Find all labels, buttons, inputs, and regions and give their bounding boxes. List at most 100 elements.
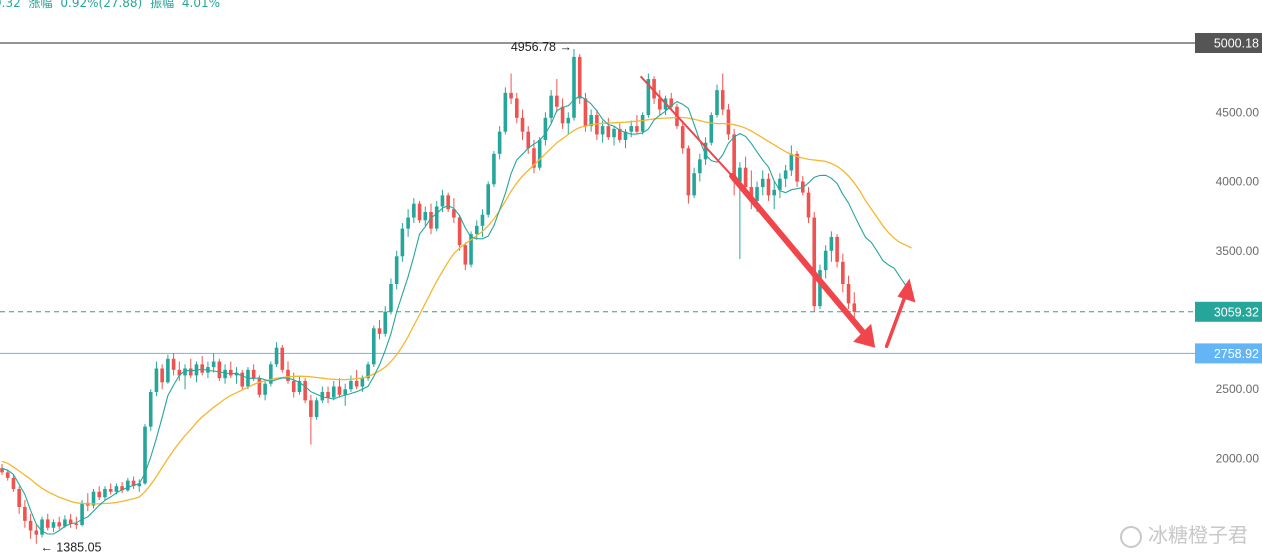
candle-body: [286, 369, 290, 381]
candle-body: [692, 173, 696, 196]
candle-body: [686, 148, 691, 196]
author-logo-icon: [1120, 525, 1142, 548]
price-axis[interactable]: 4500.00 4000.00 3500.00 2500.00 2000.00 5000.…: [1195, 0, 1262, 556]
candle-body: [612, 128, 616, 138]
candle-body: [429, 211, 433, 229]
candle-body: [537, 139, 542, 168]
candle-body: [400, 228, 405, 257]
y-tick-label: 2000.00: [1216, 451, 1260, 465]
candle-body: [360, 378, 365, 387]
amplitude-value: 4.01%: [181, 0, 221, 10]
candle-body: [709, 115, 714, 143]
candle-body: [423, 211, 428, 221]
candle-body: [726, 109, 731, 135]
candle-body: [595, 115, 599, 135]
candle-body: [103, 488, 107, 498]
top-level-label: 5000.18: [1214, 37, 1259, 51]
candle-body: [148, 392, 153, 427]
candle-body: [480, 214, 485, 226]
candle-body: [560, 106, 565, 124]
candle-body: [846, 283, 851, 304]
candle-body: [766, 178, 771, 196]
candle-body: [331, 386, 336, 398]
candle-body: [80, 502, 84, 525]
support-level-label: 2758.92: [1214, 347, 1259, 361]
candle-body: [452, 209, 456, 218]
candle-body: [320, 392, 325, 401]
candle-body: [789, 153, 794, 171]
candle-body: [583, 98, 588, 127]
candle-body: [572, 56, 576, 118]
candle-body: [5, 472, 10, 478]
candle-body: [23, 506, 27, 521]
candle-body: [394, 256, 399, 284]
candle-body: [211, 361, 216, 368]
candle-body: [555, 95, 559, 107]
amplitude-label: 振幅: [150, 0, 175, 10]
candle-body: [606, 126, 611, 138]
candle-body: [366, 364, 370, 379]
candle-body: [652, 79, 656, 99]
candle-body: [11, 477, 16, 489]
moving-averages: [1, 95, 912, 535]
candle-body: [526, 131, 531, 149]
candle-body: [274, 347, 279, 365]
candle-body: [40, 519, 44, 535]
candle-body: [223, 369, 227, 379]
candle-body: [269, 364, 273, 384]
candle-body: [760, 178, 765, 188]
candle-body: [795, 153, 799, 182]
y-tick-label: 4500.00: [1216, 105, 1260, 119]
candle-body: [154, 368, 159, 393]
price-levels: [0, 42, 1195, 354]
candle-body: [309, 400, 313, 417]
candle-body: [303, 380, 307, 401]
candle-body: [383, 311, 388, 334]
candle-body: [57, 522, 61, 527]
candle-body: [829, 236, 834, 251]
candle-body: [457, 217, 462, 246]
candle-body: [349, 380, 353, 390]
current-price-label: 3059.32: [1214, 305, 1259, 319]
candle-body: [640, 115, 645, 132]
candle-body: [617, 128, 622, 140]
candle-body: [126, 480, 130, 491]
candle-body: [206, 367, 210, 373]
candle-body: [732, 134, 736, 182]
candle-body: [818, 270, 822, 307]
change-label: 涨幅: [28, 0, 53, 10]
candle-body: [63, 519, 67, 527]
candle-body: [543, 117, 548, 140]
candle-body: [635, 126, 639, 132]
candle-body: [137, 483, 142, 487]
candle-body: [337, 386, 342, 395]
y-tick-label: 2500.00: [1216, 382, 1260, 396]
candle-body: [812, 217, 817, 307]
high-marker: 4956.78 →: [511, 40, 572, 54]
candle-body: [669, 98, 674, 107]
candle-body: [549, 95, 553, 118]
axis-background: [1195, 0, 1262, 556]
annotations: 4956.78 → ← 1385.05: [40, 40, 572, 555]
up-arrow-head: [897, 278, 916, 303]
candle-body: [440, 195, 445, 207]
candle-body: [74, 523, 79, 525]
candle-body: [463, 245, 468, 265]
watermark: 冰糖橙子君: [1120, 519, 1248, 548]
up-arrow: [884, 290, 909, 349]
candle-body: [623, 131, 628, 140]
candle-body: [698, 159, 702, 174]
candle-body: [629, 126, 633, 132]
candle-body: [343, 389, 347, 395]
low-marker: ← 1385.05: [40, 541, 101, 555]
candle-body: [778, 178, 782, 190]
down-arrow-thick: [729, 172, 873, 343]
candles: [0, 49, 857, 544]
candle-body: [406, 217, 410, 229]
candle-body: [314, 400, 319, 417]
candle-body: [143, 426, 147, 484]
candle-body: [841, 261, 845, 284]
candle-body: [646, 79, 651, 116]
candle-body: [372, 328, 376, 365]
